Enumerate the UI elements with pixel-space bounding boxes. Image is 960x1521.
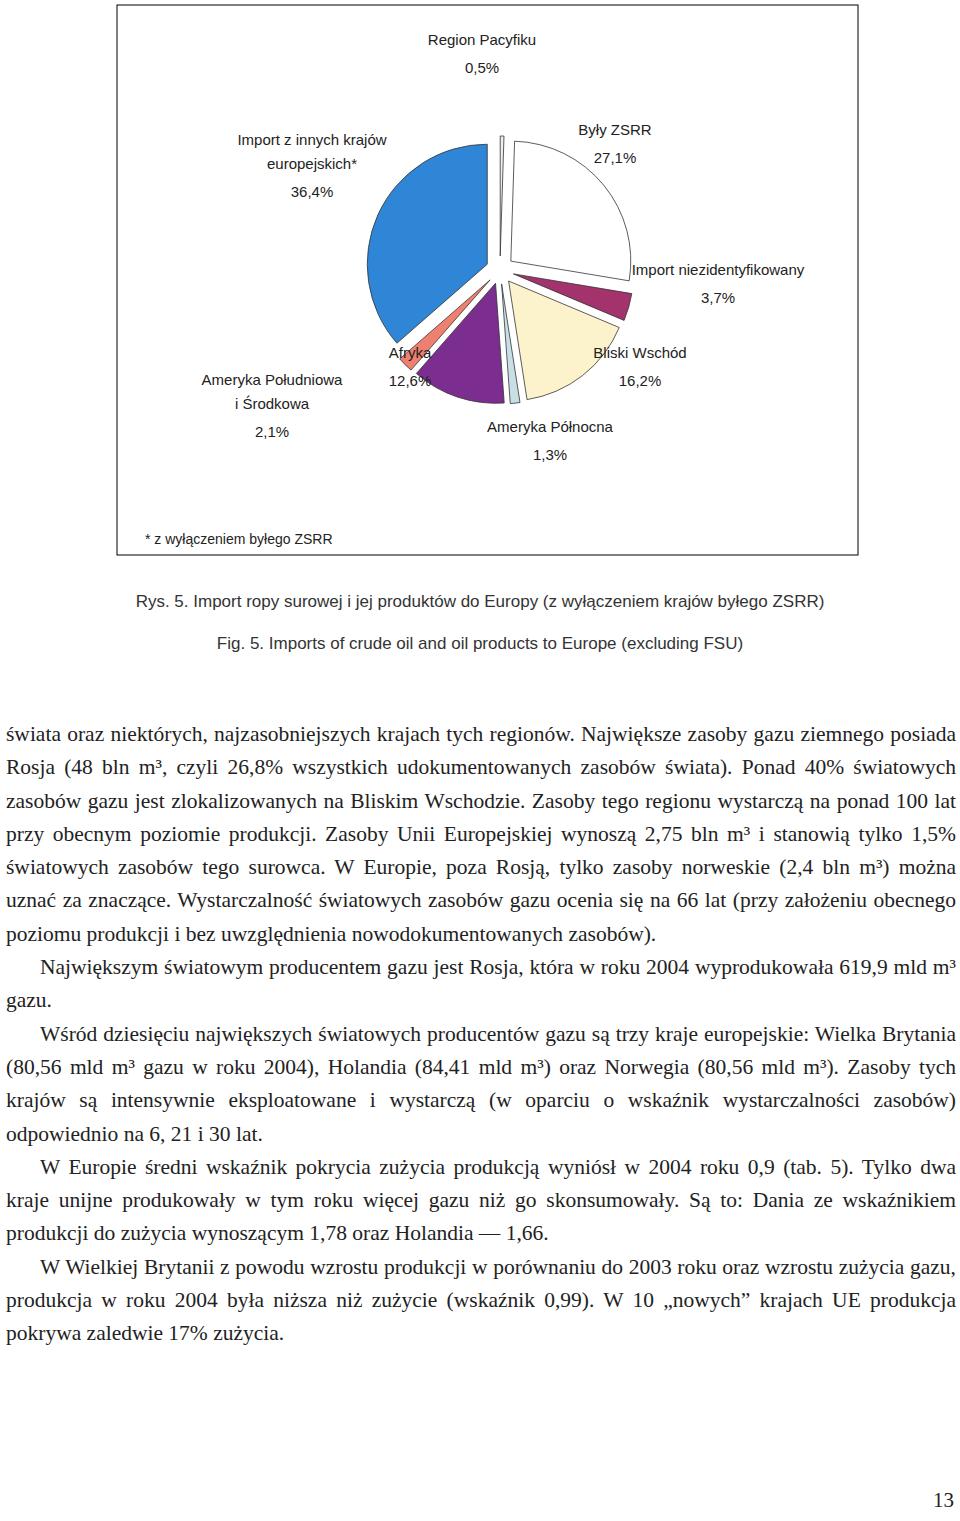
slice-value-label: 36,4% [291, 183, 334, 200]
footnote: * z wyłączeniem byłego ZSRR [145, 531, 333, 547]
slice-value-label: 16,2% [619, 372, 662, 389]
pie [367, 136, 632, 404]
paragraph: W Europie średni wskaźnik pokrycia zużyc… [6, 1151, 956, 1251]
slice-label: Import niezidentyfikowany [632, 261, 805, 278]
slice-label: Import z innych krajóweuropejskich* [237, 131, 386, 172]
paragraph: W Wielkiej Brytanii z powodu wzrostu pro… [6, 1251, 956, 1351]
caption: Fig. 5. Imports of crude oil and oil pro… [0, 634, 960, 654]
slice-label: Region Pacyfiku [428, 31, 536, 48]
paragraph: świata oraz niektórych, najzasobniejszyc… [6, 718, 956, 951]
pie-slice [367, 144, 487, 343]
chart-frame [117, 5, 858, 555]
body-text: świata oraz niektórych, najzasobniejszyc… [6, 718, 956, 1351]
pie-slice [502, 284, 520, 404]
slice-label: Bliski Wschód [593, 344, 686, 361]
paragraph: Wśród dziesięciu największych światowych… [6, 1018, 956, 1151]
pie-slice [500, 136, 504, 256]
slice-value-label: 27,1% [594, 149, 637, 166]
caption: Rys. 5. Import ropy surowej i jej produk… [0, 592, 960, 612]
slice-label: Afryka [389, 344, 432, 361]
slice-label: Ameryka Południowai Środkowa [202, 371, 344, 412]
chart: Region Pacyfiku 0,5% Były ZSRR 27,1% Import … [0, 0, 960, 560]
slice-label: Były ZSRR [578, 121, 652, 138]
slice-value-label: 0,5% [465, 59, 499, 76]
slice-value-label: 2,1% [255, 423, 289, 440]
slice-label: Ameryka Północna [487, 418, 614, 435]
slice-value-label: 12,6% [389, 372, 432, 389]
slice-value-label: 1,3% [533, 446, 567, 463]
pie-slice [509, 281, 620, 400]
slice-value-label: 3,7% [701, 289, 735, 306]
paragraph: Największym światowym producentem gazu j… [6, 951, 956, 1018]
page-number: 13 [933, 1488, 954, 1513]
